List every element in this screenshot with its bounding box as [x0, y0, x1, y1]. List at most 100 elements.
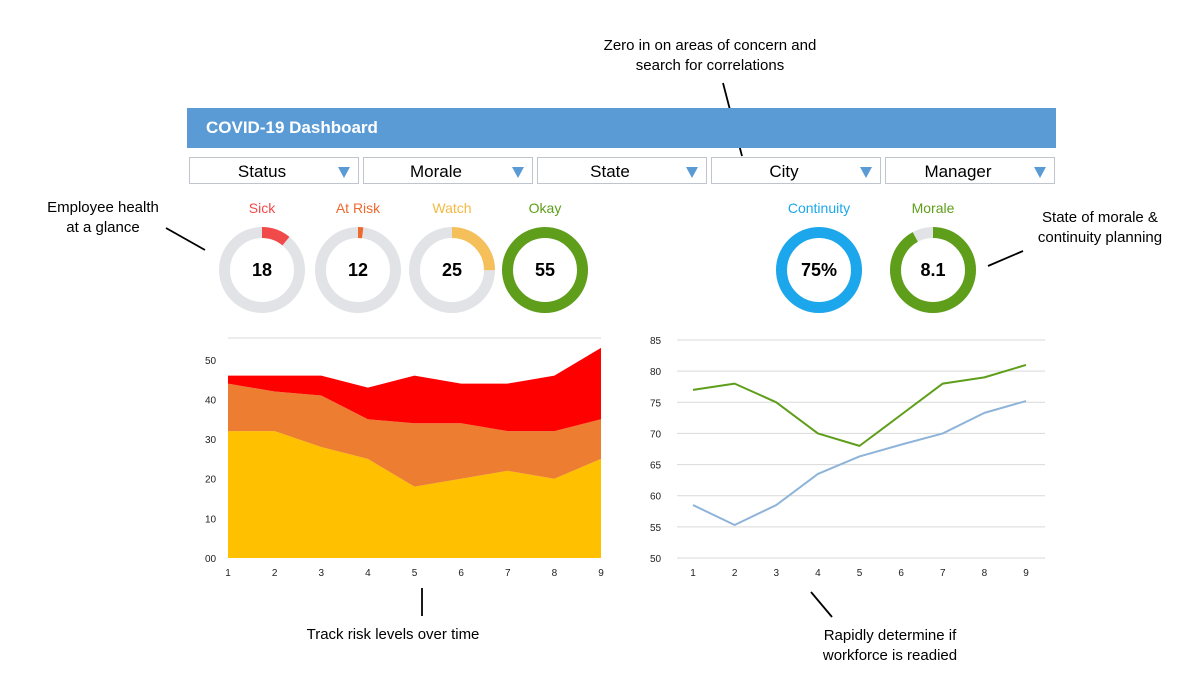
y-tick-label: 50 — [650, 554, 662, 565]
filter-morale-dropdown[interactable]: Morale — [363, 157, 533, 184]
x-tick-label: 2 — [732, 568, 738, 579]
gauge-morale: 8.1 — [888, 225, 978, 315]
gauge-ring — [502, 227, 588, 313]
gauge-fill — [890, 227, 976, 313]
y-tick-label: 60 — [650, 492, 662, 503]
y-tick-label: 30 — [205, 435, 217, 446]
pointer-workforce — [810, 591, 833, 618]
y-tick-label: 75 — [650, 398, 662, 409]
annotation-line: at a glance — [66, 219, 140, 236]
y-tick-label: 85 — [650, 336, 662, 347]
caret-down-icon — [1034, 167, 1046, 178]
x-tick-label: 2 — [272, 568, 278, 579]
gauge-ring — [409, 227, 495, 313]
filter-bar: Status Morale State City Manager — [189, 157, 1055, 187]
gauge-value: 18 — [251, 260, 273, 280]
annotation-line: Zero in on areas of concern and — [603, 37, 817, 54]
annotation-workforce: Rapidly determine if workforce is readie… — [770, 626, 1010, 666]
gauge-label-at-risk: At Risk — [335, 200, 381, 216]
readiness-line-chart: 50 55 60 65 70 75 80 85 1 2 3 4 5 6 7 8 9 — [650, 336, 1045, 579]
gauge-fill — [776, 227, 862, 313]
x-tick-label: 8 — [982, 568, 988, 579]
risk-area-chart: 00 10 20 30 40 50 1 2 3 4 5 6 7 8 9 — [205, 337, 604, 579]
x-tick-label: 6 — [458, 568, 464, 579]
annotation-line: State of morale & — [1042, 209, 1158, 226]
gauge-continuity: 75% — [774, 225, 864, 315]
annotation-employee-health: Employee health at a glance — [18, 198, 188, 238]
area-series-1 — [228, 431, 601, 558]
y-tick-label: 40 — [205, 395, 217, 406]
y-tick-label: 70 — [650, 429, 662, 440]
annotation-track-risk: Track risk levels over time — [263, 625, 523, 645]
x-tick-label: 3 — [773, 568, 779, 579]
gauge-ring — [315, 227, 401, 313]
filter-label: City — [769, 162, 799, 181]
gauge-ring — [776, 227, 862, 313]
gauge-ring — [219, 227, 305, 313]
annotation-line: Rapidly determine if — [823, 627, 957, 644]
gauge-ring — [890, 227, 976, 313]
gauge-label-sick: Sick — [248, 200, 276, 216]
y-tick-label: 00 — [205, 554, 217, 565]
gauge-at-risk: 12 — [313, 225, 403, 315]
annotation-zero-in: Zero in on areas of concern and search f… — [560, 36, 860, 76]
gauge-value: 55 — [534, 260, 556, 280]
y-tick-label: 65 — [650, 461, 662, 472]
pointer-employee-health — [165, 227, 206, 251]
filter-label: Manager — [924, 162, 992, 181]
gauge-fill — [315, 227, 401, 313]
gauge-sick: 18 — [217, 225, 307, 315]
gauge-fill — [502, 227, 588, 313]
annotation-morale-continuity: State of morale & continuity planning — [1015, 208, 1185, 248]
gauge-value: 12 — [347, 260, 369, 280]
area-series-3 — [228, 347, 601, 432]
filter-status-dropdown[interactable]: Status — [189, 157, 359, 184]
gauge-okay: 55 — [500, 225, 590, 315]
x-tick-label: 7 — [505, 568, 511, 579]
x-tick-label: 5 — [412, 568, 418, 579]
x-tick-label: 9 — [598, 568, 604, 579]
x-tick-label: 7 — [940, 568, 946, 579]
x-tick-label: 5 — [857, 568, 863, 579]
caret-down-icon — [860, 167, 872, 178]
y-tick-label: 55 — [650, 523, 662, 534]
gauge-value: 75% — [800, 260, 838, 280]
y-tick-label: 50 — [205, 356, 217, 367]
gauge-fill — [219, 227, 305, 313]
gauge-fill — [409, 227, 495, 313]
caret-down-icon — [512, 167, 524, 178]
gauge-label-continuity: Continuity — [787, 200, 851, 216]
x-tick-label: 8 — [552, 568, 558, 579]
x-tick-label: 4 — [365, 568, 371, 579]
annotation-line: search for correlations — [635, 57, 785, 74]
line-series-2 — [692, 400, 1027, 526]
x-tick-label: 4 — [815, 568, 821, 579]
filter-label: Morale — [410, 162, 462, 181]
annotation-line: continuity planning — [1037, 229, 1163, 246]
filter-label: State — [590, 162, 630, 181]
caret-down-icon — [338, 167, 350, 178]
gauge-value: 8.1 — [920, 260, 946, 280]
x-tick-label: 1 — [690, 568, 696, 579]
gauge-label-morale: Morale — [911, 200, 955, 216]
gauge-value: 25 — [441, 260, 463, 280]
x-tick-label: 3 — [318, 568, 324, 579]
filter-label: Status — [237, 162, 287, 181]
line-series-1 — [692, 363, 1027, 447]
x-tick-label: 1 — [225, 568, 231, 579]
x-tick-label: 6 — [898, 568, 904, 579]
annotation-line: Employee health — [47, 199, 159, 216]
y-tick-label: 20 — [205, 475, 217, 486]
x-tick-label: 9 — [1023, 568, 1029, 579]
gauge-label-okay: Okay — [528, 200, 562, 216]
caret-down-icon — [686, 167, 698, 178]
y-tick-label: 80 — [650, 367, 662, 378]
gauge-label-watch: Watch — [432, 200, 472, 216]
annotation-line: Track risk levels over time — [306, 626, 480, 643]
pointer-morale-continuity — [987, 250, 1024, 267]
filter-manager-dropdown[interactable]: Manager — [885, 157, 1055, 184]
area-series-2 — [228, 383, 601, 487]
filter-state-dropdown[interactable]: State — [537, 157, 707, 184]
gauge-watch: 25 — [407, 225, 497, 315]
filter-city-dropdown[interactable]: City — [711, 157, 881, 184]
